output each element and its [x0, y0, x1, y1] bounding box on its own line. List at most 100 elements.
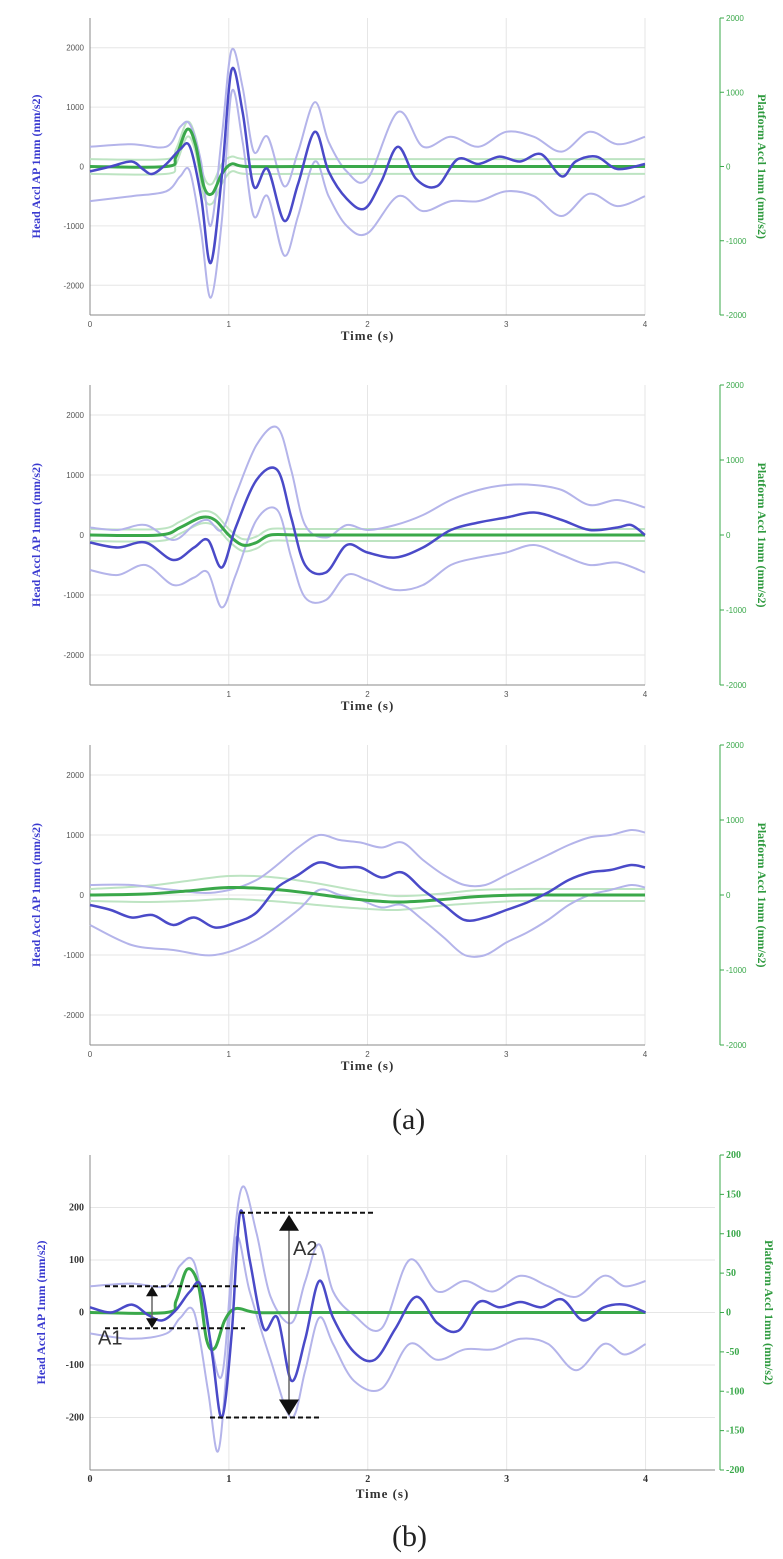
- series-line-head-lower: [89, 506, 646, 609]
- y-tick-label-right: -2000: [726, 681, 747, 690]
- y-axis-label-right: Platform Accl 1mm (mm/s2): [755, 94, 769, 239]
- y-tick-label-right: -1000: [726, 966, 747, 975]
- y-tick-label-right: 0: [726, 531, 731, 540]
- y-tick-label-left: 1000: [66, 831, 84, 840]
- panel-label-b: (b): [392, 1520, 427, 1553]
- panel-label-a: (a): [392, 1103, 426, 1136]
- series-line-platform-lower: [89, 898, 645, 912]
- y-tick-label-right: 0: [726, 163, 731, 172]
- x-tick-label: 3: [504, 320, 509, 329]
- y-tick-label-right: -200: [726, 1465, 744, 1476]
- series-line-head-mean: [89, 1209, 647, 1419]
- x-tick-label: 4: [643, 690, 648, 699]
- y-tick-label-left: -100: [66, 1360, 84, 1371]
- y-tick-label-right: 100: [726, 1229, 741, 1240]
- x-axis-label: Time (s): [356, 1486, 410, 1501]
- x-tick-label: 0: [88, 1474, 93, 1485]
- y-tick-label-left: 2000: [66, 44, 84, 53]
- series-line-platform-mean: [89, 127, 645, 197]
- x-tick-label: 1: [227, 1050, 232, 1059]
- y-tick-label-left: -2000: [64, 281, 85, 290]
- chart-panel-3: 0 1 2 3 4 -2000 -1000 0 1000 2000 -2000 -1000 0 1000 2…: [29, 741, 769, 1073]
- y-tick-label-right: -1000: [726, 237, 747, 246]
- x-tick-label: 3: [504, 1474, 509, 1485]
- y-tick-label-left: 200: [69, 1203, 84, 1214]
- y-tick-label-left: 1000: [66, 103, 84, 112]
- y-tick-label-left: 0: [80, 163, 85, 172]
- series-line-head-mean: [89, 466, 646, 576]
- y-tick-label-right: -150: [726, 1426, 744, 1437]
- series-line-head-lower: [89, 883, 646, 958]
- y-tick-label-right: 2000: [726, 741, 744, 750]
- y-tick-label-left: 2000: [66, 771, 84, 780]
- y-tick-label-right: -2000: [726, 1041, 747, 1050]
- chart-panel-4: 0 1 2 3 4 -200 -100 0 100 200 -200 -150 -100 -50 0 50 10…: [34, 1150, 776, 1501]
- y-tick-label-left: 1000: [66, 471, 84, 480]
- x-tick-label: 3: [504, 1050, 509, 1059]
- series-line-head-upper: [89, 425, 646, 541]
- x-axis-label: Time (s): [341, 698, 395, 713]
- x-axis-label: Time (s): [341, 1058, 395, 1073]
- y-tick-label-right: -50: [726, 1347, 739, 1358]
- y-tick-label-left: 0: [80, 891, 85, 900]
- series-line-platform-lower: [89, 521, 645, 553]
- y-tick-label-right: 50: [726, 1268, 736, 1279]
- x-tick-label: 1: [227, 690, 232, 699]
- y-tick-label-left: -200: [66, 1413, 84, 1424]
- y-tick-label-left: -2000: [64, 651, 85, 660]
- chart-panel-1: 0 1 2 3 4 -2000 -1000 0 1000 2000 -2000 -1000 0 1000 2…: [29, 14, 769, 343]
- x-tick-label: 1: [226, 1474, 231, 1485]
- y-tick-label-right: 2000: [726, 381, 744, 390]
- series-line-head-mean: [89, 861, 646, 929]
- series-line-platform-mean: [89, 515, 645, 547]
- y-axis-label-right: Platform Accl 1mm (mm/s2): [755, 463, 769, 608]
- y-tick-label-right: 1000: [726, 88, 744, 97]
- a2-arrow-down-icon: [279, 1399, 299, 1416]
- a1-arrow-down-icon: [146, 1318, 158, 1329]
- x-tick-label: 4: [643, 1050, 648, 1059]
- x-tick-label: 2: [365, 320, 370, 329]
- y-tick-label-right: 150: [726, 1189, 741, 1200]
- y-tick-label-right: 1000: [726, 456, 744, 465]
- y-tick-label-right: 2000: [726, 14, 744, 23]
- x-axis-label: Time (s): [341, 328, 395, 343]
- x-tick-label: 3: [504, 690, 509, 699]
- y-tick-label-left: -1000: [64, 591, 85, 600]
- annotation-a1: A1: [98, 1327, 122, 1349]
- annotation-a2: A2: [293, 1238, 317, 1260]
- x-tick-label: 1: [227, 320, 232, 329]
- x-tick-label: 4: [643, 320, 648, 329]
- y-tick-label-left: 100: [69, 1255, 84, 1266]
- y-tick-label-right: 0: [726, 1308, 731, 1319]
- y-axis-label-left: Head Accl AP 1mm (mm/s2): [29, 95, 43, 239]
- a2-arrow-up-icon: [279, 1214, 299, 1231]
- y-axis-label-right: Platform Accl 1mm (mm/s2): [762, 1240, 776, 1385]
- chart-panel-2: 1 2 3 4 -2000 -1000 0 1000 2000 -2000 -1000 0 1000 20…: [29, 381, 769, 713]
- y-tick-label-right: 1000: [726, 816, 744, 825]
- x-tick-label: 4: [643, 1474, 648, 1485]
- y-tick-label-left: -1000: [64, 951, 85, 960]
- y-tick-label-right: 200: [726, 1150, 741, 1161]
- x-tick-label: 2: [365, 1474, 370, 1485]
- x-tick-label: 2: [365, 690, 370, 699]
- series-line-head-mean: [89, 66, 646, 265]
- series-line-head-upper: [89, 828, 646, 895]
- y-axis-label-left: Head Accl AP 1mm (mm/s2): [29, 823, 43, 967]
- y-tick-label-right: -1000: [726, 606, 747, 615]
- y-tick-label-left: 0: [80, 531, 85, 540]
- y-tick-label-right: 0: [726, 891, 731, 900]
- x-tick-label: 2: [365, 1050, 370, 1059]
- y-tick-label-left: 0: [79, 1308, 84, 1319]
- y-axis-label-left: Head Accl AP 1mm (mm/s2): [29, 463, 43, 607]
- a1-arrow-up-icon: [146, 1286, 158, 1297]
- series-line-platform-upper: [89, 874, 645, 898]
- y-axis-label-right: Platform Accl 1mm (mm/s2): [755, 823, 769, 968]
- series-line-head-lower: [89, 1235, 647, 1453]
- y-tick-label-left: 2000: [66, 411, 84, 420]
- x-tick-label: 0: [88, 320, 93, 329]
- y-tick-label-right: -2000: [726, 311, 747, 320]
- series-line-platform-mean: [89, 885, 645, 904]
- y-axis-label-left: Head Accl AP 1mm (mm/s2): [34, 1241, 48, 1385]
- y-tick-label-left: -1000: [64, 222, 85, 231]
